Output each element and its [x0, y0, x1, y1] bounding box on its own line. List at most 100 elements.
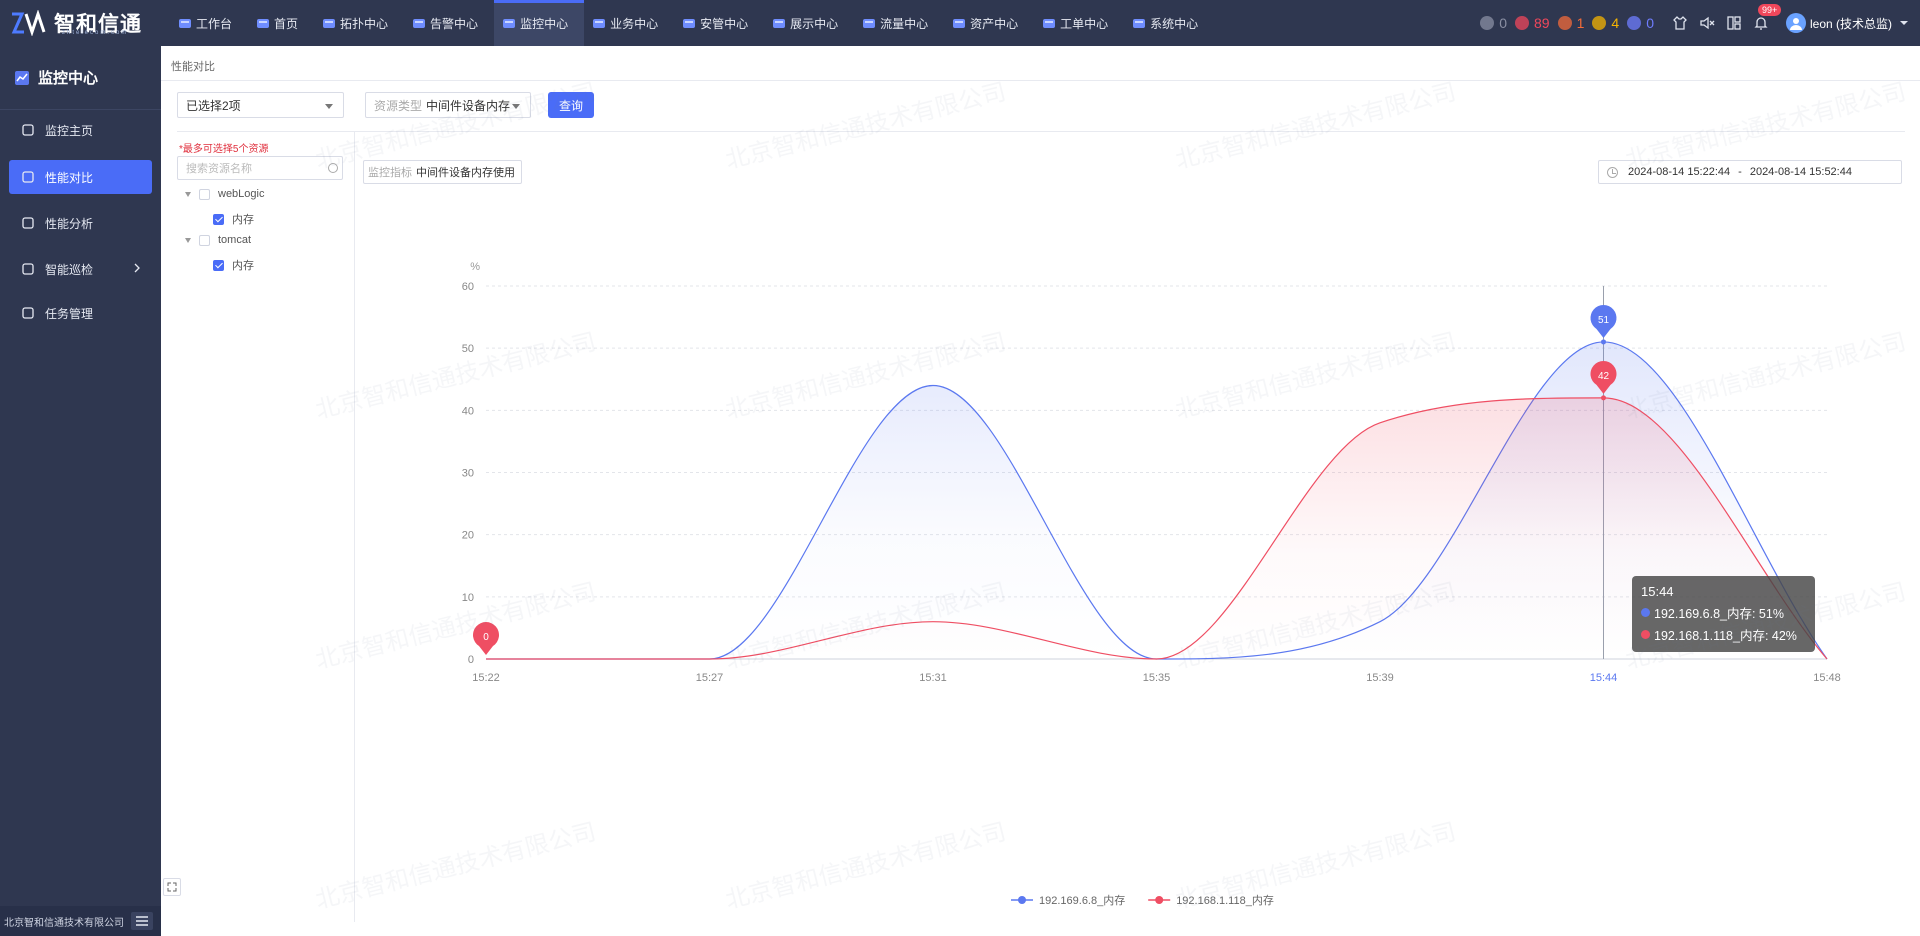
x-tick-label: 15:22 — [472, 672, 500, 684]
tooltip-row-text: 192.169.6.8_内存: 51% — [1654, 607, 1784, 621]
tooltip-row: 192.169.6.8_内存: 51% — [1641, 603, 1806, 622]
x-tick-label: 15:27 — [696, 672, 724, 684]
nav-item-2[interactable]: 拓扑中心 — [314, 0, 404, 46]
legend-marker — [1018, 896, 1026, 904]
caret-down-icon[interactable] — [185, 191, 191, 197]
search-icon — [328, 163, 338, 173]
value-pin-marker — [1590, 304, 1617, 338]
notification-badge: 99+ — [1757, 4, 1782, 16]
alarm-counters: 0 89 1 4 0 — [1480, 15, 1662, 31]
selected-resources-value: 已选择2项 — [186, 98, 241, 113]
selected-resources-select[interactable]: 已选择2项 — [177, 92, 344, 118]
series-color-dot — [1641, 608, 1650, 617]
expand-icon — [167, 882, 177, 892]
divider — [161, 80, 1920, 81]
nav-item-label: 监控中心 — [520, 16, 569, 31]
date-range-picker[interactable]: 2024-08-14 15:22:44 - 2024-08-14 15:52:4… — [1598, 160, 1902, 184]
inspect-icon — [22, 263, 34, 275]
nav-item-1[interactable]: 首页 — [248, 0, 314, 46]
nav-item-6[interactable]: 安管中心 — [674, 0, 764, 46]
logo-text: 智和信通 — [54, 13, 142, 36]
resource-tree-panel: *最多可选择5个资源 搜索资源名称 webLogic 内存 tomcat 内存 — [177, 132, 355, 922]
sidebar-item-3[interactable]: 智能巡检 — [9, 252, 152, 286]
date-start: 2024-08-14 15:22:44 — [1628, 166, 1731, 178]
skin-icon[interactable] — [1671, 14, 1689, 32]
nav-item-10[interactable]: 工单中心 — [1034, 0, 1124, 46]
query-button[interactable]: 查询 — [548, 92, 595, 118]
series-color-dot — [1641, 630, 1650, 639]
caret-down-icon[interactable] — [185, 237, 191, 243]
tooltip-time: 15:44 — [1641, 584, 1674, 599]
alarm-counter[interactable]: 0 — [1627, 15, 1654, 31]
x-tick-label: 15:44 — [1590, 672, 1618, 684]
tree-node-label: webLogic — [218, 188, 265, 200]
value-pin-marker — [1590, 360, 1617, 394]
sidebar-item-2[interactable]: 性能分析 — [9, 206, 152, 240]
sidebar-item-0[interactable]: 监控主页 — [9, 113, 152, 147]
sidebar-item-label: 智能巡检 — [45, 262, 94, 277]
alarm-icon — [413, 19, 426, 28]
tree-node-label: tomcat — [218, 234, 252, 246]
y-tick-label: 0 — [468, 654, 474, 666]
tree-checkbox[interactable] — [199, 188, 210, 200]
bell-icon[interactable]: 99+ — [1752, 4, 1782, 32]
nav-item-5[interactable]: 业务中心 — [584, 0, 674, 46]
alarm-counter[interactable]: 89 — [1515, 15, 1550, 31]
performance-chart[interactable]: 0 10 20 30 40 50 60% 15:22 15:27 15:31 15:35 15:39 1… — [161, 46, 1920, 936]
value-pin-label: 42 — [1598, 371, 1610, 382]
sidebar-item-1[interactable]: 性能对比 — [9, 160, 152, 194]
nav-item-0[interactable]: 工作台 — [170, 0, 248, 46]
y-axis-label: % — [470, 261, 480, 273]
chevron-down-icon — [325, 104, 333, 109]
sidebar-item-label: 监控主页 — [45, 123, 94, 138]
asset-icon — [953, 19, 966, 28]
breadcrumb: 性能对比 — [171, 61, 215, 73]
nav-item-8[interactable]: 流量中心 — [854, 0, 944, 46]
user-menu[interactable]: leon (技术总监) — [1785, 13, 1910, 33]
metric-value: 中间件设备内存使用 — [416, 167, 515, 179]
alarm-counter[interactable]: 1 — [1557, 15, 1584, 31]
fullscreen-button[interactable] — [163, 878, 181, 896]
tree-node-child[interactable]: 内存 — [213, 211, 254, 227]
nav-item-label: 资产中心 — [970, 16, 1019, 31]
alarm-counter[interactable]: 0 — [1480, 15, 1507, 31]
security-icon — [683, 19, 696, 28]
search-input[interactable]: 搜索资源名称 — [177, 156, 343, 180]
nav-item-9[interactable]: 资产中心 — [944, 0, 1034, 46]
nav-item-11[interactable]: 系统中心 — [1124, 0, 1214, 46]
display-icon — [773, 19, 786, 28]
tree-checkbox-checked[interactable] — [213, 213, 224, 225]
menu-icon — [136, 916, 148, 926]
series-area-1 — [486, 397, 1827, 659]
tree-node-webLogic[interactable]: webLogic — [185, 188, 264, 200]
alarm-counter[interactable]: 4 — [1592, 15, 1619, 31]
tree-node-label: 内存 — [232, 214, 254, 226]
nav-item-4[interactable]: 监控中心 — [494, 0, 585, 46]
alarm-count: 4 — [1611, 15, 1620, 31]
task-icon — [22, 307, 34, 319]
home-icon — [22, 124, 34, 136]
tree-node-tomcat[interactable]: tomcat — [185, 234, 251, 246]
logo-mark-icon — [11, 10, 46, 36]
metric-select[interactable]: 监控指标 中间件设备内存使用 — [363, 160, 522, 184]
mute-icon[interactable] — [1698, 14, 1716, 32]
y-tick-label: 10 — [462, 592, 474, 604]
logo[interactable]: 智和信通 zhtelecom.com — [10, 8, 156, 38]
nav-item-label: 工单中心 — [1060, 16, 1109, 31]
alarm-level-icon — [1557, 16, 1572, 30]
layout-icon[interactable] — [1725, 14, 1743, 32]
tree-checkbox[interactable] — [199, 234, 210, 246]
nav-item-3[interactable]: 告警中心 — [404, 0, 494, 46]
tree-node-child[interactable]: 内存 — [213, 257, 254, 273]
tree-checkbox-checked[interactable] — [213, 259, 224, 271]
nav-item-7[interactable]: 展示中心 — [764, 0, 854, 46]
resource-type-select[interactable]: 资源类型 中间件设备内存 — [365, 92, 531, 118]
data-point — [1601, 339, 1606, 345]
sidebar-item-4[interactable]: 任务管理 — [9, 296, 152, 330]
y-tick-label: 50 — [462, 343, 474, 355]
alarm-level-icon — [1627, 16, 1642, 30]
y-tick-label: 40 — [462, 405, 474, 417]
collapse-menu-button[interactable] — [131, 912, 153, 930]
query-toolbar: 已选择2项 资源类型 中间件设备内存 查询 — [177, 92, 595, 118]
nav-item-label: 首页 — [274, 16, 299, 31]
